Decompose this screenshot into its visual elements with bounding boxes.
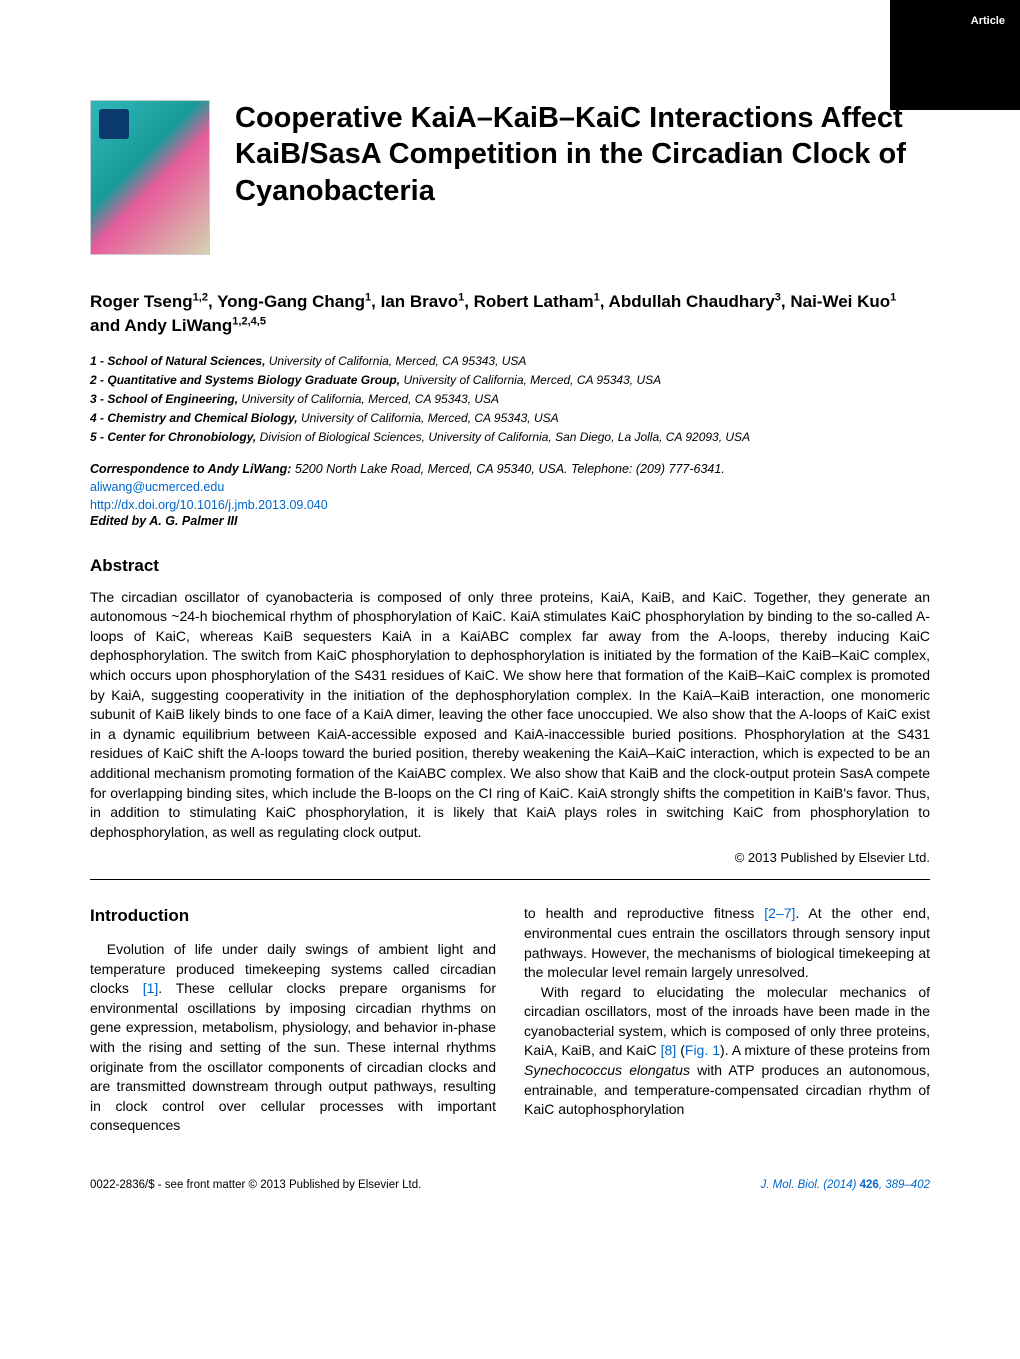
- affiliation-item: 3 - School of Engineering, University of…: [90, 390, 930, 408]
- column-right: to health and reproductive fitness [2–7]…: [524, 904, 930, 1136]
- figure-link[interactable]: Fig. 1: [685, 1042, 720, 1058]
- column-left: Introduction Evolution of life under dai…: [90, 904, 496, 1136]
- affil-num: 1: [90, 354, 97, 368]
- affil-num: 2: [90, 373, 97, 387]
- article-title: Cooperative KaiA–KaiB–KaiC Interactions …: [235, 100, 930, 209]
- journal-cover-thumbnail: [90, 100, 210, 255]
- footer-pages: , 389–402: [879, 1179, 930, 1191]
- footer-year: (2014): [823, 1179, 856, 1191]
- correspondence-text: 5200 North Lake Road, Merced, CA 95340, …: [295, 462, 725, 476]
- abstract-heading: Abstract: [90, 556, 930, 576]
- affil-dept: - School of Natural Sciences,: [100, 354, 265, 368]
- affil-dept: - School of Engineering,: [100, 392, 238, 406]
- intro-paragraph: With regard to elucidating the molecular…: [524, 983, 930, 1120]
- footer-left: 0022-2836/$ - see front matter © 2013 Pu…: [90, 1179, 421, 1191]
- correspondence-email[interactable]: aliwang@ucmerced.edu: [90, 480, 224, 494]
- correspondence-label: Correspondence to Andy LiWang:: [90, 462, 291, 476]
- affiliations-block: 1 - School of Natural Sciences, Universi…: [90, 352, 930, 446]
- citation-link[interactable]: [2–7]: [764, 905, 795, 921]
- affil-num: 5: [90, 430, 97, 444]
- affiliation-item: 5 - Center for Chronobiology, Division o…: [90, 428, 930, 446]
- affil-dept: - Center for Chronobiology,: [100, 430, 256, 444]
- edited-by: Edited by A. G. Palmer III: [90, 514, 930, 528]
- affil-dept: - Chemistry and Chemical Biology,: [100, 411, 298, 425]
- affil-num: 4: [90, 411, 97, 425]
- footer-volume: 426: [860, 1179, 879, 1191]
- intro-paragraph: Evolution of life under daily swings of …: [90, 940, 496, 1136]
- species-name: Synechococcus elongatus: [524, 1062, 690, 1078]
- citation-link[interactable]: [1]: [143, 980, 159, 996]
- doi-link[interactable]: http://dx.doi.org/10.1016/j.jmb.2013.09.…: [90, 498, 930, 512]
- footer-citation: J. Mol. Biol. (2014) 426, 389–402: [761, 1179, 930, 1191]
- page-footer: 0022-2836/$ - see front matter © 2013 Pu…: [90, 1171, 930, 1191]
- affiliation-item: 2 - Quantitative and Systems Biology Gra…: [90, 371, 930, 389]
- header-row: Cooperative KaiA–KaiB–KaiC Interactions …: [90, 100, 930, 255]
- body-columns: Introduction Evolution of life under dai…: [90, 904, 930, 1136]
- affil-inst: University of California, Merced, CA 953…: [403, 373, 661, 387]
- affil-inst: University of California, Merced, CA 953…: [241, 392, 499, 406]
- affiliation-item: 1 - School of Natural Sciences, Universi…: [90, 352, 930, 370]
- affil-inst: Division of Biological Sciences, Univers…: [260, 430, 750, 444]
- abstract-body: The circadian oscillator of cyanobacteri…: [90, 588, 930, 843]
- correspondence-block: Correspondence to Andy LiWang: 5200 Nort…: [90, 462, 930, 476]
- affil-inst: University of California, Merced, CA 953…: [269, 354, 527, 368]
- intro-paragraph: to health and reproductive fitness [2–7]…: [524, 904, 930, 982]
- article-type-badge: Article: [890, 0, 1020, 110]
- introduction-heading: Introduction: [90, 904, 496, 928]
- affil-num: 3: [90, 392, 97, 406]
- affiliation-item: 4 - Chemistry and Chemical Biology, Univ…: [90, 409, 930, 427]
- badge-label: Article: [971, 15, 1005, 27]
- affil-inst: University of California, Merced, CA 953…: [301, 411, 559, 425]
- authors-line: Roger Tseng1,2, Yong-Gang Chang1, Ian Br…: [90, 290, 930, 338]
- citation-link[interactable]: [8]: [661, 1042, 677, 1058]
- abstract-copyright: © 2013 Published by Elsevier Ltd.: [90, 850, 930, 865]
- section-divider: [90, 879, 930, 880]
- affil-dept: - Quantitative and Systems Biology Gradu…: [100, 373, 400, 387]
- footer-journal: J. Mol. Biol.: [761, 1179, 820, 1191]
- article-page: Article Cooperative KaiA–KaiB–KaiC Inter…: [0, 0, 1020, 1231]
